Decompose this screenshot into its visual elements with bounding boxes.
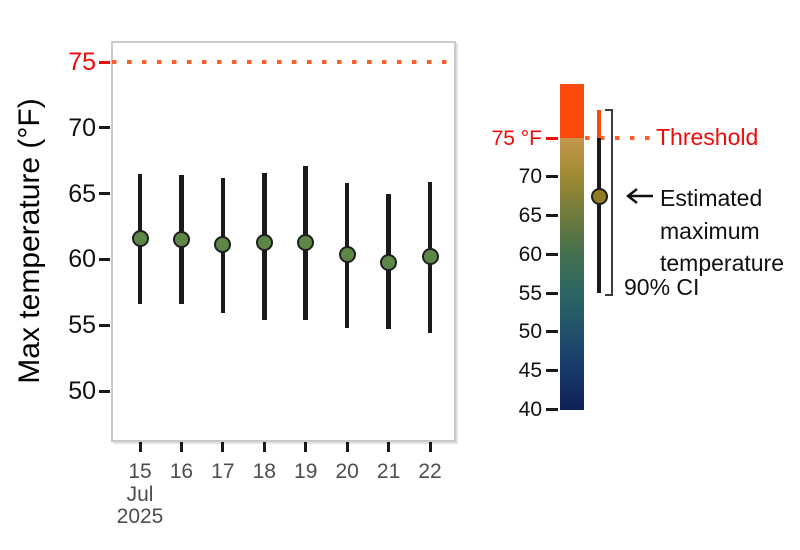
x-tick-label: 22 bbox=[418, 460, 442, 483]
colorbar-tick-label: 60 bbox=[518, 242, 542, 266]
x-tick-mark bbox=[428, 442, 432, 452]
threshold-line bbox=[112, 60, 456, 64]
colorbar-tick-label: 50 bbox=[518, 320, 542, 344]
y-tick-label: 65 bbox=[68, 179, 96, 208]
colorbar-tick-mark bbox=[546, 291, 558, 295]
legend-errorbar-above-threshold bbox=[596, 110, 601, 138]
x-axis-month-label: Jul bbox=[126, 483, 154, 506]
y-tick-mark bbox=[99, 60, 110, 64]
colorbar-tick-label: 65 bbox=[518, 204, 542, 228]
y-tick-label: 55 bbox=[68, 311, 96, 340]
colorbar-tick-label: 70 bbox=[518, 165, 542, 189]
y-tick-mark bbox=[99, 323, 110, 327]
x-tick-label: 20 bbox=[335, 460, 359, 483]
estimate-point bbox=[297, 233, 315, 251]
ci-label: 90% CI bbox=[624, 274, 700, 300]
x-tick-mark bbox=[179, 442, 183, 452]
y-tick-label: 70 bbox=[68, 113, 96, 142]
y-tick-label: 50 bbox=[68, 377, 96, 405]
colorbar-tick-mark bbox=[546, 252, 558, 256]
threshold-label: Threshold bbox=[656, 124, 759, 150]
estimate-point bbox=[338, 245, 356, 263]
x-tick-mark bbox=[221, 442, 225, 452]
x-tick-mark bbox=[345, 442, 349, 452]
x-tick-mark bbox=[387, 442, 391, 452]
colorbar-tick-label: 45 bbox=[518, 359, 542, 383]
colorbar-tick-mark bbox=[546, 407, 558, 411]
legend-errorbar bbox=[596, 138, 601, 294]
estimate-point bbox=[131, 229, 149, 247]
estimate-point bbox=[421, 248, 439, 266]
colorbar-tick-mark bbox=[546, 175, 558, 179]
colorbar-tick-mark bbox=[546, 136, 558, 140]
y-tick-label: 75 bbox=[68, 48, 96, 76]
x-axis-year-label: 2025 bbox=[116, 505, 164, 528]
x-tick-label: 19 bbox=[294, 460, 318, 483]
colorbar-gradient bbox=[560, 138, 584, 410]
estimate-point bbox=[172, 231, 190, 249]
colorbar-tick-label: 40 bbox=[518, 397, 542, 421]
legend-threshold-line bbox=[585, 136, 652, 140]
x-tick-label: 15 bbox=[128, 460, 152, 483]
x-tick-mark bbox=[138, 442, 142, 452]
estimate-annotation: Estimated maximum temperature bbox=[660, 185, 785, 276]
plot-panel bbox=[111, 41, 456, 442]
colorbar-tick-mark bbox=[546, 369, 558, 373]
colorbar-tick-label: 75 °F bbox=[491, 126, 542, 150]
x-tick-mark bbox=[262, 442, 266, 452]
y-tick-mark bbox=[99, 389, 110, 393]
colorbar-tick-label: 55 bbox=[518, 281, 542, 305]
y-tick-label: 60 bbox=[68, 245, 96, 274]
x-tick-label: 21 bbox=[376, 460, 401, 483]
estimate-point bbox=[214, 236, 232, 254]
x-tick-mark bbox=[304, 442, 308, 452]
estimate-point bbox=[255, 233, 273, 251]
x-tick-label: 16 bbox=[169, 460, 194, 483]
legend-estimate-point bbox=[590, 187, 608, 205]
x-tick-label: 18 bbox=[252, 460, 276, 483]
colorbar-above-threshold bbox=[560, 84, 584, 138]
left-arrow-icon bbox=[625, 188, 653, 204]
estimate-point bbox=[380, 253, 398, 271]
y-tick-mark bbox=[99, 192, 110, 196]
x-tick-label: 17 bbox=[211, 460, 235, 483]
colorbar-tick-mark bbox=[546, 214, 558, 218]
ci-bracket bbox=[605, 109, 613, 296]
y-tick-mark bbox=[99, 257, 110, 261]
colorbar-tick-mark bbox=[546, 330, 558, 334]
y-tick-mark bbox=[99, 126, 110, 130]
